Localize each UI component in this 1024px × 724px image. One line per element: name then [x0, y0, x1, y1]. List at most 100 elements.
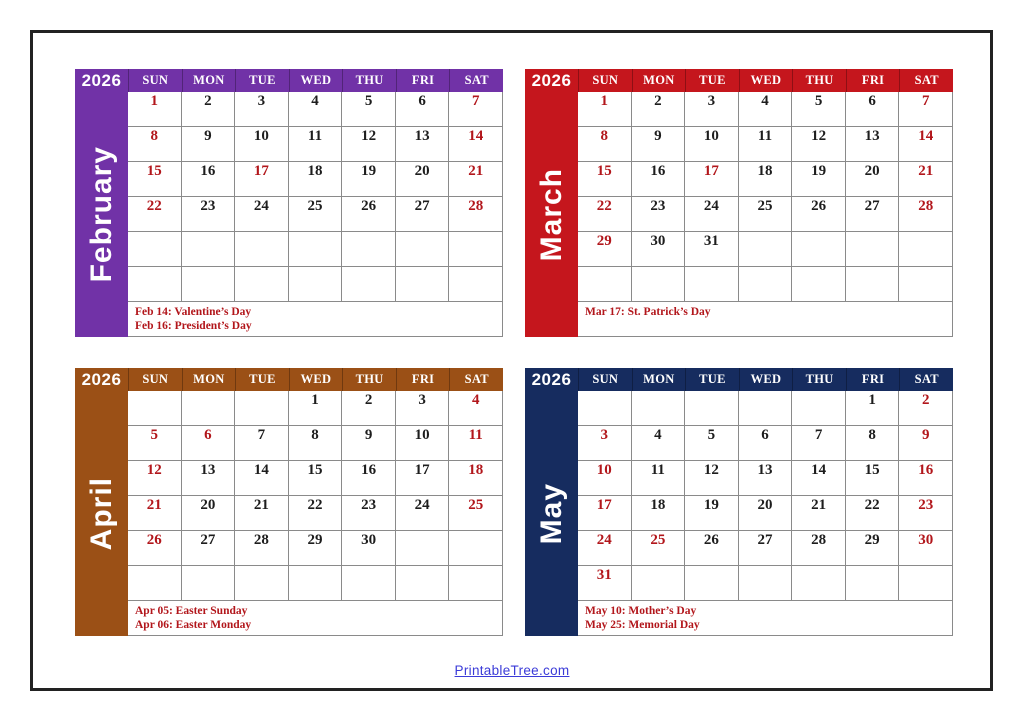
date-cell-25: 25 [631, 531, 686, 566]
weekday-tue: TUE [235, 69, 289, 92]
date-cell-18: 18 [631, 496, 686, 531]
date-cell-5: 5 [128, 426, 182, 461]
weekday-mon: MON [181, 69, 236, 92]
calendar-body: March 1 2 3 4 5 6 7 8 9 10 11 12 13 14 15 16 17 18 19 20 21 2… [525, 92, 953, 337]
weekday-thu: THU [342, 69, 396, 92]
date-cell-20: 20 [738, 496, 793, 531]
date-cell-8: 8 [128, 127, 182, 162]
date-cell-12: 12 [128, 461, 182, 496]
date-cell-3: 3 [685, 92, 739, 127]
calendar-header: 2026 SUN MON TUE WED THU FRI SAT [75, 69, 503, 92]
date-cell-13: 13 [845, 127, 900, 162]
dates-grid: 1 2 3 4 5 6 7 8 9 10 11 12 13 14 15 16 17 18 19 20 21 22 23 24 2… [578, 391, 953, 601]
date-cell-empty [235, 267, 289, 302]
weekday-tue: TUE [685, 69, 739, 92]
date-cell-23: 23 [342, 496, 396, 531]
date-cell-empty [395, 531, 450, 566]
date-cell-empty [181, 232, 236, 267]
date-cell-6: 6 [395, 92, 450, 127]
date-cell-14: 14 [792, 461, 846, 496]
date-cell-3: 3 [395, 391, 450, 426]
calendar-body: February 1 2 3 4 5 6 7 8 9 10 11 12 13 14 15 16 17 18 19 20… [75, 92, 503, 337]
date-cell-17: 17 [685, 162, 739, 197]
date-cell-21: 21 [899, 162, 953, 197]
weekday-wed: WED [288, 69, 343, 92]
date-cell-empty [631, 391, 686, 426]
date-cell-16: 16 [342, 461, 396, 496]
date-cell-9: 9 [342, 426, 396, 461]
weekday-sat: SAT [449, 69, 503, 92]
date-cell-15: 15 [578, 162, 632, 197]
date-cell-25: 25 [449, 496, 503, 531]
date-cell-empty [738, 267, 793, 302]
date-cell-empty [342, 566, 396, 601]
date-cell-16: 16 [899, 461, 953, 496]
holiday-note: Apr 05: Easter Sunday [135, 605, 248, 617]
date-cell-2: 2 [899, 391, 953, 426]
date-cell-empty [578, 391, 632, 426]
date-cell-17: 17 [578, 496, 632, 531]
weekday-mon: MON [181, 368, 236, 391]
date-cell-empty [899, 566, 953, 601]
date-cell-14: 14 [899, 127, 953, 162]
date-cell-7: 7 [899, 92, 953, 127]
weekday-header-row: SUN MON TUE WED THU FRI SAT [128, 368, 503, 391]
date-cell-2: 2 [342, 391, 396, 426]
weekday-sun: SUN [128, 368, 182, 391]
date-cell-10: 10 [235, 127, 289, 162]
date-cell-21: 21 [449, 162, 503, 197]
date-cell-empty [235, 566, 289, 601]
month-label: February [84, 146, 118, 283]
date-cell-5: 5 [792, 92, 846, 127]
weekday-wed: WED [738, 69, 793, 92]
date-cell-18: 18 [738, 162, 793, 197]
date-cell-empty [845, 566, 900, 601]
weekday-header-row: SUN MON TUE WED THU FRI SAT [578, 69, 953, 92]
holiday-note: May 25: Memorial Day [585, 619, 700, 631]
weekday-mon: MON [631, 69, 686, 92]
date-cell-4: 4 [631, 426, 686, 461]
calendar-grid-area: 1 2 3 4 5 6 7 8 9 10 11 12 13 14 15 16 17 18 19 20 21 22 23 24 2… [578, 391, 953, 636]
weekday-header-row: SUN MON TUE WED THU FRI SAT [578, 368, 953, 391]
date-cell-12: 12 [685, 461, 739, 496]
date-cell-empty [128, 391, 182, 426]
date-cell-22: 22 [128, 197, 182, 232]
holiday-note: Apr 06: Easter Monday [135, 619, 252, 631]
holiday-note: Mar 17: St. Patrick’s Day [585, 306, 711, 318]
date-cell-empty [792, 232, 846, 267]
date-cell-26: 26 [792, 197, 846, 232]
date-cell-11: 11 [288, 127, 343, 162]
date-cell-24: 24 [578, 531, 632, 566]
weekday-sun: SUN [578, 69, 632, 92]
date-cell-empty [899, 232, 953, 267]
date-cell-24: 24 [235, 197, 289, 232]
month-sidebar: February [75, 92, 128, 337]
year-label: 2026 [531, 369, 572, 389]
date-cell-6: 6 [845, 92, 900, 127]
weekday-header-row: SUN MON TUE WED THU FRI SAT [128, 69, 503, 92]
date-cell-18: 18 [449, 461, 503, 496]
date-cell-26: 26 [128, 531, 182, 566]
date-cell-5: 5 [342, 92, 396, 127]
date-cell-empty [288, 267, 343, 302]
date-cell-12: 12 [792, 127, 846, 162]
date-cell-10: 10 [578, 461, 632, 496]
date-cell-empty [128, 566, 182, 601]
weekday-fri: FRI [845, 69, 900, 92]
date-cell-2: 2 [181, 92, 236, 127]
date-cell-28: 28 [235, 531, 289, 566]
date-cell-22: 22 [288, 496, 343, 531]
date-cell-17: 17 [235, 162, 289, 197]
site-link[interactable]: PrintableTree.com [454, 663, 570, 678]
date-cell-23: 23 [899, 496, 953, 531]
date-cell-16: 16 [631, 162, 686, 197]
date-cell-empty [395, 232, 450, 267]
date-cell-14: 14 [235, 461, 289, 496]
date-cell-1: 1 [845, 391, 900, 426]
date-cell-8: 8 [578, 127, 632, 162]
date-cell-empty [449, 267, 503, 302]
date-cell-empty [395, 267, 450, 302]
